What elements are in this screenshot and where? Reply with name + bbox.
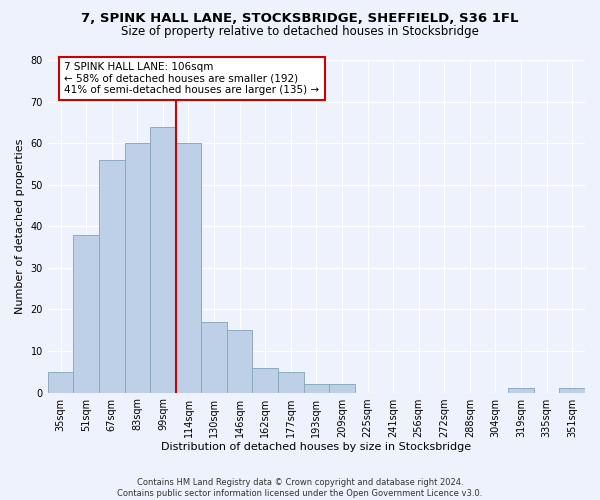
Bar xyxy=(150,126,176,392)
Bar xyxy=(201,322,227,392)
Text: 7, SPINK HALL LANE, STOCKSBRIDGE, SHEFFIELD, S36 1FL: 7, SPINK HALL LANE, STOCKSBRIDGE, SHEFFI… xyxy=(81,12,519,26)
Text: 7 SPINK HALL LANE: 106sqm
← 58% of detached houses are smaller (192)
41% of semi: 7 SPINK HALL LANE: 106sqm ← 58% of detac… xyxy=(64,62,320,96)
Bar xyxy=(48,372,73,392)
Bar xyxy=(99,160,125,392)
Text: Size of property relative to detached houses in Stocksbridge: Size of property relative to detached ho… xyxy=(121,25,479,38)
Bar xyxy=(278,372,304,392)
X-axis label: Distribution of detached houses by size in Stocksbridge: Distribution of detached houses by size … xyxy=(161,442,472,452)
Bar xyxy=(125,143,150,392)
Bar xyxy=(304,384,329,392)
Bar xyxy=(508,388,534,392)
Text: Contains HM Land Registry data © Crown copyright and database right 2024.
Contai: Contains HM Land Registry data © Crown c… xyxy=(118,478,482,498)
Bar xyxy=(559,388,585,392)
Y-axis label: Number of detached properties: Number of detached properties xyxy=(15,138,25,314)
Bar xyxy=(253,368,278,392)
Bar xyxy=(73,234,99,392)
Bar xyxy=(329,384,355,392)
Bar xyxy=(227,330,253,392)
Bar xyxy=(176,143,201,392)
